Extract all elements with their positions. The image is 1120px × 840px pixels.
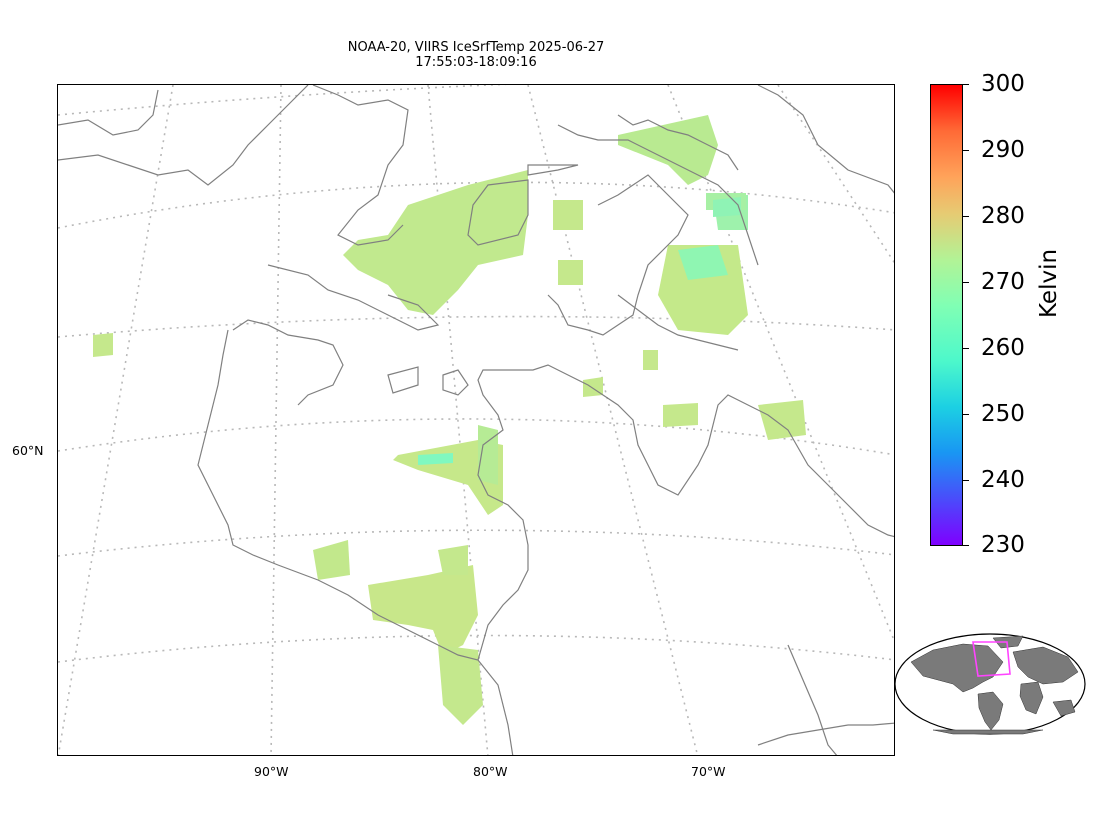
map-title: NOAA-20, VIIRS IceSrfTemp 2025-06-27 17:… [57, 40, 895, 70]
colorbar-tick-260: 260 [981, 335, 1025, 361]
globe-outline-icon [894, 633, 1086, 735]
colorbar-tick-300: 300 [981, 71, 1025, 97]
colorbar-tick-280: 280 [981, 203, 1025, 229]
world-landmasses [910, 635, 1079, 735]
locator-inset-map [893, 632, 1087, 736]
map-title-line-1: NOAA-20, VIIRS IceSrfTemp 2025-06-27 [347, 40, 605, 55]
colorbar-tick-mark [963, 545, 969, 546]
ice-temperature-data [93, 115, 806, 725]
colorbar-tick-mark [963, 84, 969, 85]
colorbar-tick-mark [963, 150, 969, 151]
map-panel[interactable] [57, 84, 895, 756]
colorbar-tick-mark [963, 414, 969, 415]
lat-label-60n: 60°N [12, 443, 44, 458]
colorbar-tick-mark [963, 348, 969, 349]
lon-label-90w: 90°W [254, 764, 289, 779]
coastlines [58, 85, 894, 755]
colorbar-tick-mark [963, 282, 969, 283]
map-title-line-2: 17:55:03-18:09:16 [415, 55, 537, 70]
colorbar-tick-250: 250 [981, 401, 1025, 427]
region-box [972, 641, 1011, 677]
lon-label-80w: 80°W [473, 764, 508, 779]
colorbar-tick-mark [963, 216, 969, 217]
colorbar-tick-240: 240 [981, 467, 1025, 493]
colorbar-tick-270: 270 [981, 269, 1025, 295]
colorbar [930, 84, 963, 546]
map-canvas [58, 85, 894, 755]
colorbar-tick-290: 290 [981, 137, 1025, 163]
lon-label-70w: 70°W [691, 764, 726, 779]
graticule [58, 85, 894, 755]
colorbar-tick-mark [963, 480, 969, 481]
colorbar-tick-230: 230 [981, 532, 1025, 558]
colorbar-title: Kelvin [1036, 248, 1062, 318]
